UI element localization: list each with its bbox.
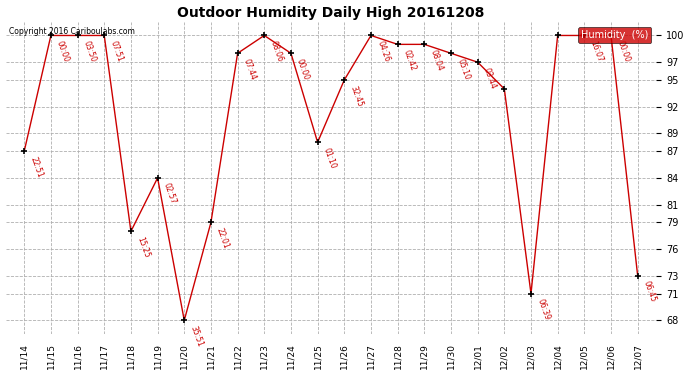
Text: 02:57: 02:57	[161, 182, 178, 206]
Text: 22:51: 22:51	[28, 155, 44, 179]
Text: 06:39: 06:39	[535, 298, 551, 322]
Text: 01:10: 01:10	[322, 147, 337, 170]
Text: 00:00: 00:00	[295, 57, 311, 81]
Text: 03:44: 03:44	[482, 66, 497, 90]
Text: 07:51: 07:51	[108, 40, 124, 63]
Text: 07:44: 07:44	[241, 57, 258, 81]
Text: 35:51: 35:51	[188, 324, 204, 348]
Text: 02:42: 02:42	[402, 48, 417, 72]
Text: 32:45: 32:45	[348, 84, 364, 108]
Text: 05:10: 05:10	[455, 57, 471, 81]
Text: 16:07: 16:07	[589, 40, 604, 63]
Title: Outdoor Humidity Daily High 20161208: Outdoor Humidity Daily High 20161208	[177, 6, 484, 20]
Text: 15:25: 15:25	[135, 236, 151, 259]
Text: 08:04: 08:04	[428, 48, 444, 72]
Text: Copyright 2016 Cariboulabs.com: Copyright 2016 Cariboulabs.com	[9, 27, 135, 36]
Text: 06:45: 06:45	[642, 280, 658, 304]
Text: 00:00: 00:00	[55, 40, 71, 63]
Legend: Humidity  (%): Humidity (%)	[578, 27, 651, 43]
Text: 04:26: 04:26	[375, 40, 391, 63]
Text: 03:50: 03:50	[81, 40, 98, 63]
Text: 00:00: 00:00	[615, 40, 631, 63]
Text: 22:01: 22:01	[215, 226, 231, 250]
Text: 08:06: 08:06	[268, 40, 284, 63]
